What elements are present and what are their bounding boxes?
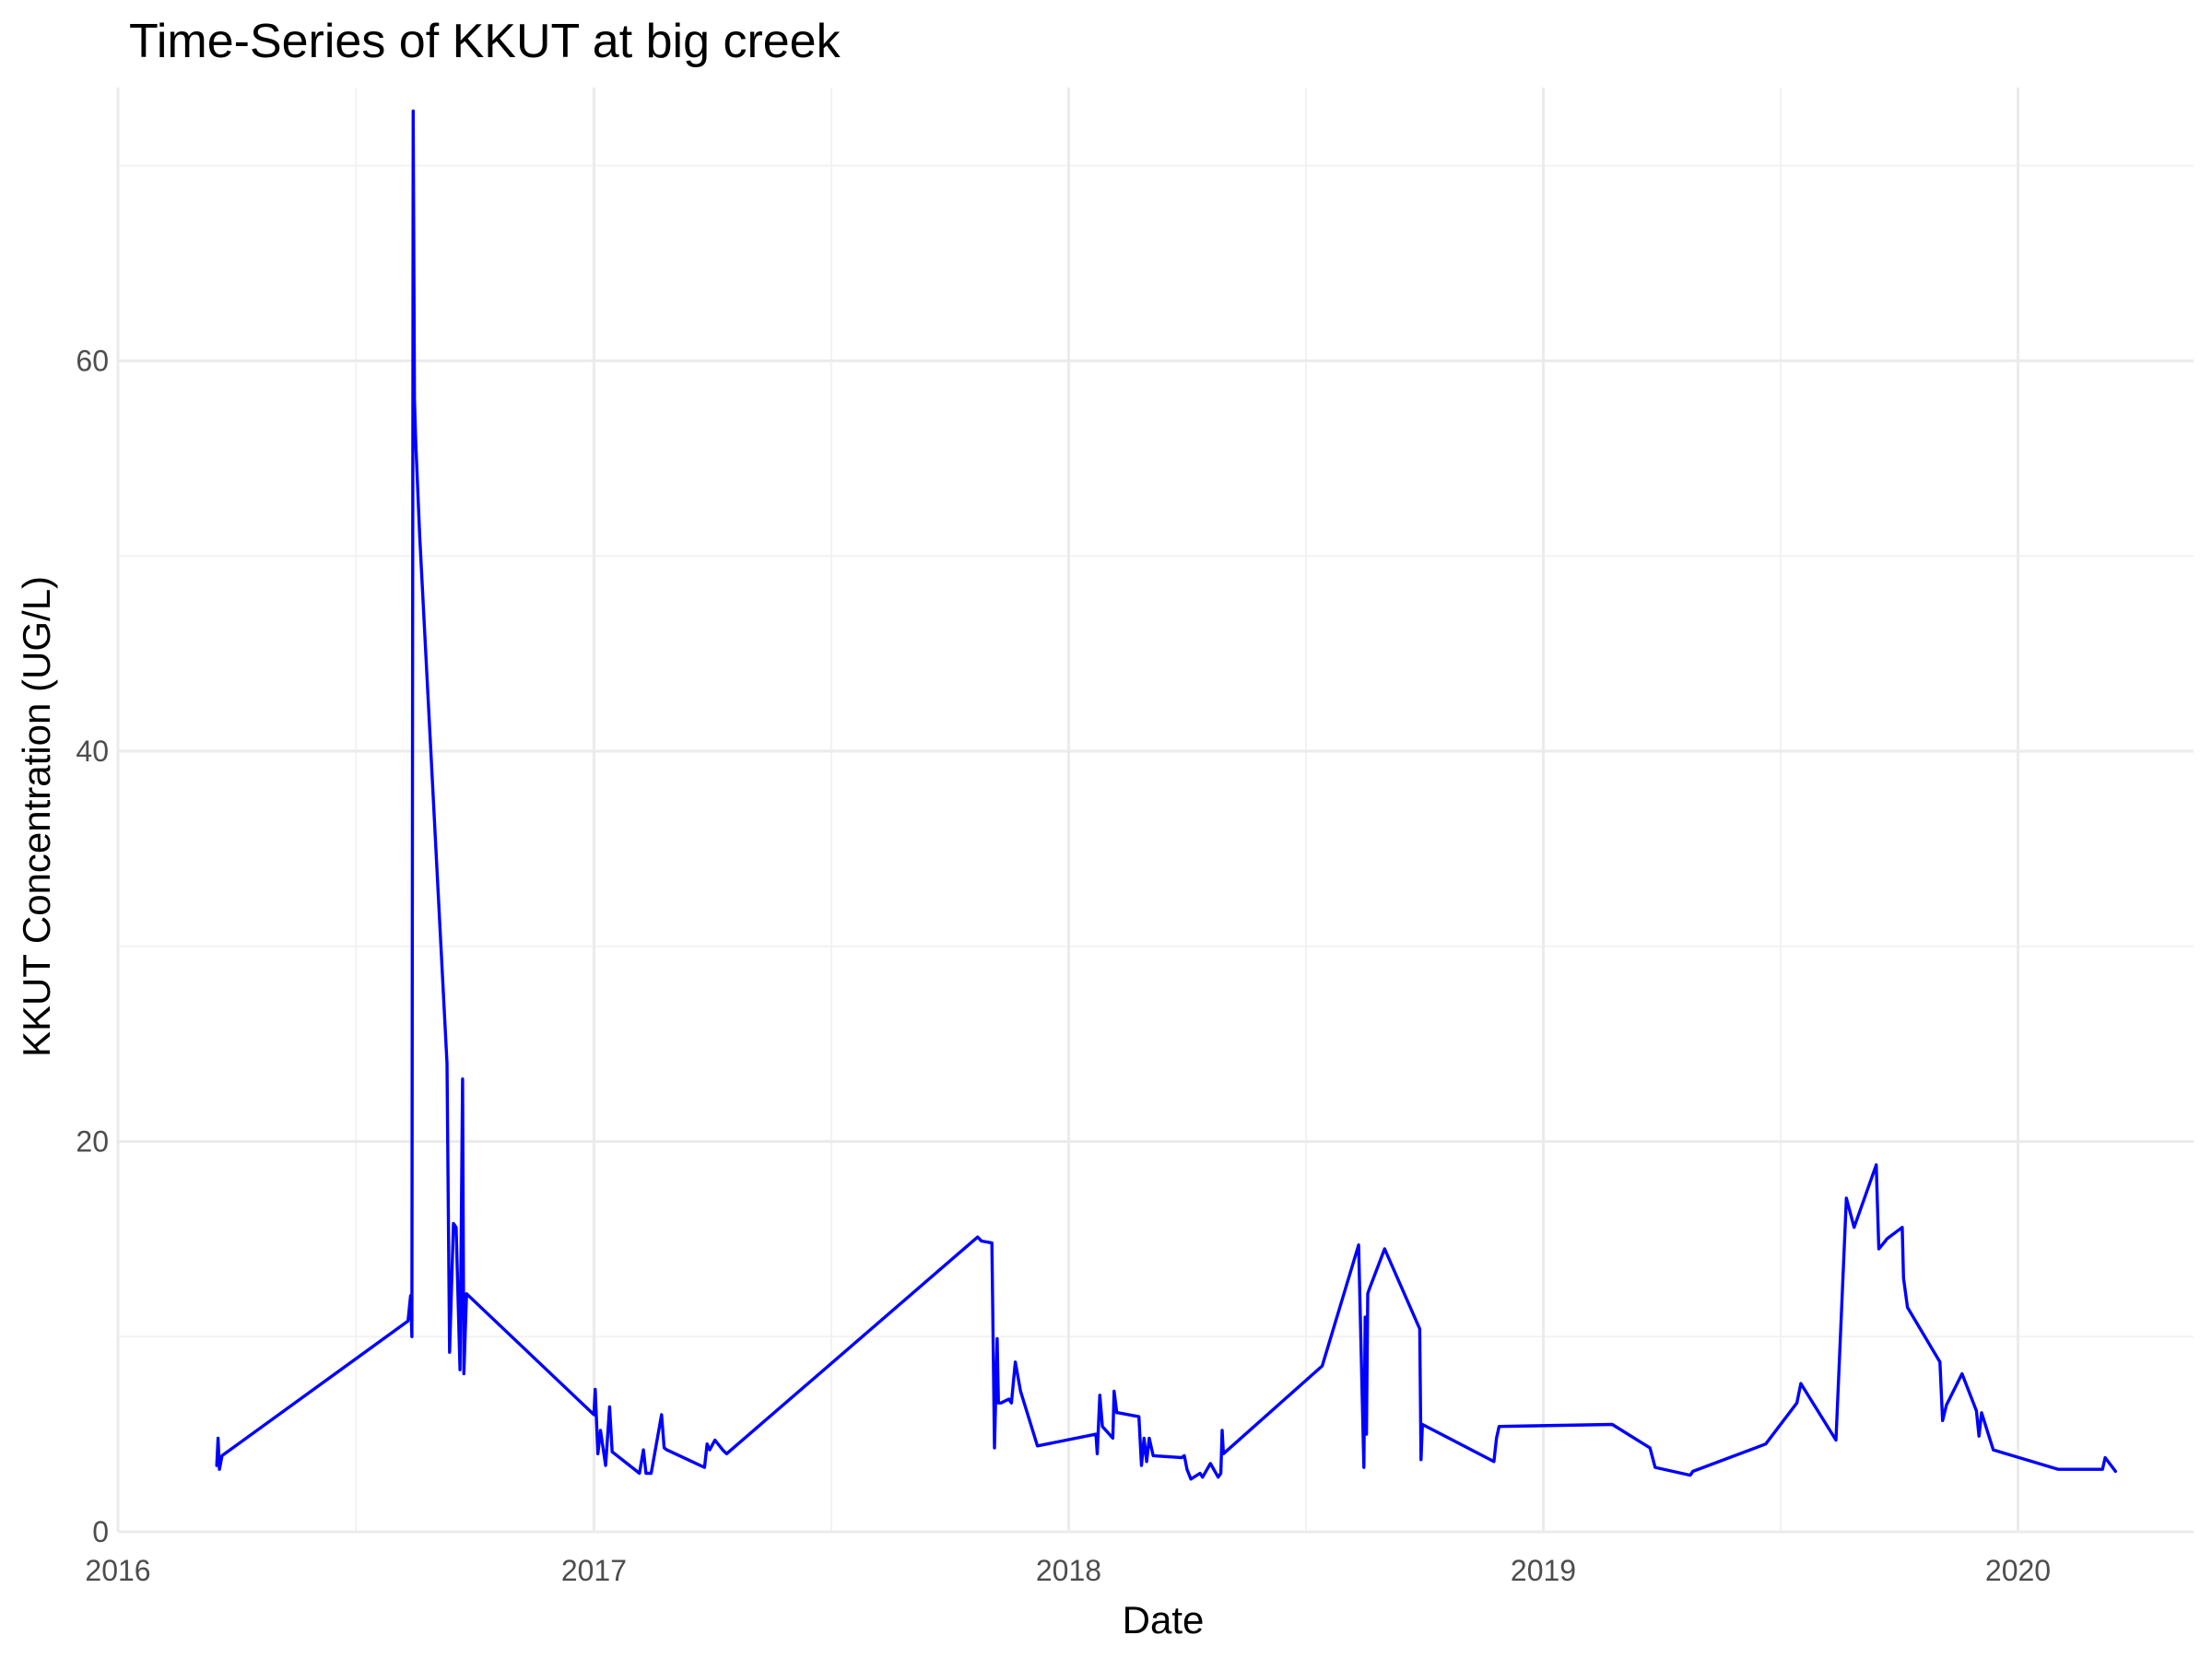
x-tick-label: 2019 — [1511, 1554, 1576, 1587]
x-axis-title: Date — [1123, 1598, 1205, 1641]
major-gridlines — [116, 88, 2194, 1534]
y-tick-label: 20 — [76, 1124, 109, 1158]
x-tick-labels: 2016 2017 2018 2019 2020 — [85, 1554, 2051, 1587]
x-tick-label: 2017 — [561, 1554, 627, 1587]
x-tick-label: 2016 — [85, 1554, 150, 1587]
y-tick-label: 0 — [92, 1515, 109, 1548]
chart-title: Time-Series of KKUT at big creek — [129, 15, 841, 68]
kkut-series-line — [215, 109, 2117, 1481]
y-axis-title: KKUT Concentration (UG/L) — [15, 576, 58, 1057]
y-tick-labels: 0 20 40 60 — [76, 344, 109, 1548]
x-tick-label: 2020 — [1985, 1554, 2051, 1587]
x-tick-label: 2018 — [1036, 1554, 1101, 1587]
y-tick-label: 60 — [76, 344, 109, 377]
y-tick-label: 40 — [76, 735, 109, 768]
